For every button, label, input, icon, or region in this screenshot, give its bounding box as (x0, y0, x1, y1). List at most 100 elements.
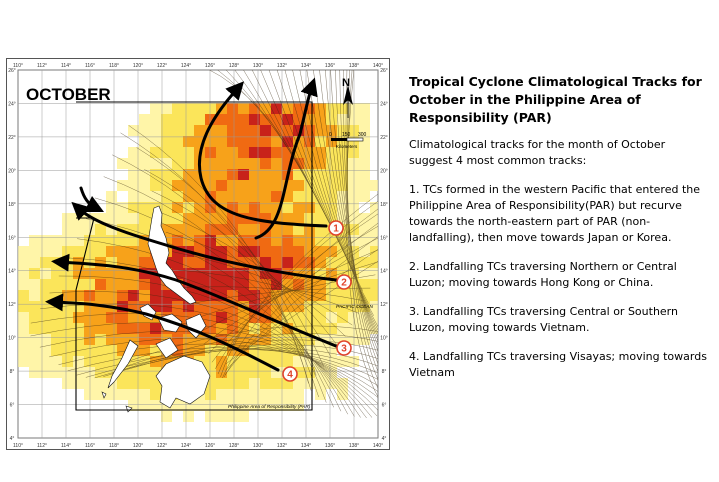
historical-track (208, 237, 378, 354)
density-cell (139, 136, 150, 147)
density-cell (260, 345, 271, 356)
longitude-label: 114° (61, 443, 71, 449)
longitude-label: 132° (277, 443, 287, 449)
density-cell (238, 367, 249, 378)
density-cell (205, 125, 216, 136)
density-cell (18, 290, 29, 301)
density-cell (95, 268, 106, 279)
density-cell (326, 356, 337, 367)
density-cell (194, 213, 205, 224)
density-cell (183, 257, 194, 268)
historical-tracks (30, 70, 378, 419)
longitude-label: 126° (205, 443, 215, 449)
density-cell (172, 400, 183, 411)
density-cell (282, 378, 293, 389)
track-marker-circle (336, 274, 352, 290)
density-cell (282, 334, 293, 345)
historical-track (347, 70, 378, 389)
density-cell (205, 356, 216, 367)
density-cell (161, 202, 172, 213)
density-cell (128, 213, 139, 224)
density-cell (128, 191, 139, 202)
density-cell (304, 202, 315, 213)
density-cell (238, 334, 249, 345)
density-cell (172, 213, 183, 224)
density-cell (216, 114, 227, 125)
density-cell (359, 191, 370, 202)
longitude-label: 110° (13, 63, 23, 69)
density-cell (238, 158, 249, 169)
density-cell (315, 224, 326, 235)
density-cell (139, 345, 150, 356)
density-cell (84, 345, 95, 356)
density-cell (194, 103, 205, 114)
density-cell (40, 323, 51, 334)
density-cell (227, 191, 238, 202)
density-cell (227, 136, 238, 147)
density-cell (282, 147, 293, 158)
density-cell (62, 290, 73, 301)
density-cell (117, 213, 128, 224)
density-cell (205, 301, 216, 312)
density-cell (205, 202, 216, 213)
density-cell (304, 147, 315, 158)
density-cell (172, 114, 183, 125)
latitude-label: 24° (380, 101, 388, 107)
density-cell (315, 103, 326, 114)
month-label: OCTOBER (26, 85, 111, 104)
density-cell (337, 158, 348, 169)
density-cell (29, 235, 40, 246)
density-cell (62, 378, 73, 389)
density-cell (205, 400, 216, 411)
longitude-labels-top: 110° 112° 114° 116° 118° 120° 122° 124° 126° 128°… (13, 63, 383, 69)
density-cell (348, 334, 359, 345)
density-cell (51, 246, 62, 257)
density-cell (106, 334, 117, 345)
density-cell (271, 312, 282, 323)
density-cell (249, 180, 260, 191)
density-cell (194, 191, 205, 202)
density-cell (293, 147, 304, 158)
density-cell (326, 257, 337, 268)
longitude-label: 116° (85, 443, 95, 449)
density-cell (315, 312, 326, 323)
density-cell (216, 356, 227, 367)
density-cell (238, 400, 249, 411)
density-cell (238, 378, 249, 389)
density-cell (249, 147, 260, 158)
density-cell (40, 257, 51, 268)
density-cell (271, 378, 282, 389)
density-cell (370, 257, 378, 268)
density-cell (84, 224, 95, 235)
density-cell (95, 246, 106, 257)
par-label: Philippine Area of Responsibility (PAR) (228, 404, 311, 410)
density-cell (18, 345, 29, 356)
density-cell (150, 125, 161, 136)
density-cell (194, 224, 205, 235)
density-cell (29, 312, 40, 323)
density-cell (326, 136, 337, 147)
density-cell (150, 367, 161, 378)
density-cell (282, 191, 293, 202)
density-cell (95, 224, 106, 235)
density-cell (205, 180, 216, 191)
density-cell (227, 312, 238, 323)
density-cell (51, 279, 62, 290)
density-cell (150, 323, 161, 334)
historical-track (30, 322, 378, 411)
density-cell (73, 367, 84, 378)
density-cell (282, 213, 293, 224)
density-cell (282, 257, 293, 268)
density-cell (260, 290, 271, 301)
density-cell (139, 158, 150, 169)
density-cell (337, 235, 348, 246)
density-cell (62, 301, 73, 312)
density-cell (260, 147, 271, 158)
density-cell (62, 323, 73, 334)
density-cell (161, 301, 172, 312)
historical-track (292, 70, 374, 316)
density-cell (282, 136, 293, 147)
density-cell (128, 147, 139, 158)
density-cell (128, 367, 139, 378)
density-cell (315, 356, 326, 367)
